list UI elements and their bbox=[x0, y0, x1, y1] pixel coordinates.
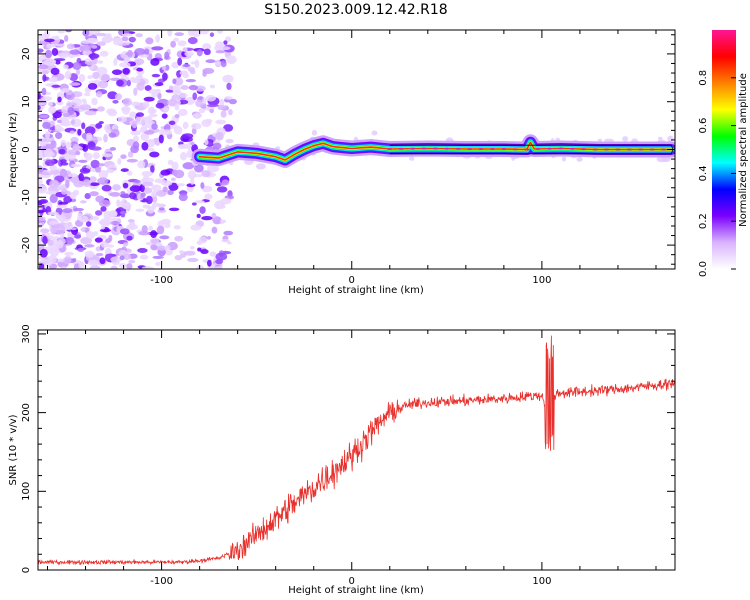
spectrogram-x-tick-label: 0 bbox=[349, 275, 355, 286]
spectrogram-hotspot bbox=[523, 148, 530, 151]
spectrogram-hotspot bbox=[660, 148, 667, 151]
spectrogram-hotspot bbox=[649, 148, 656, 151]
snr-x-tick-label: 0 bbox=[349, 576, 355, 587]
snr-frame bbox=[37, 329, 676, 571]
spectrogram-hotspot bbox=[512, 148, 519, 151]
spectrogram-y-tick-label: 10 bbox=[21, 95, 32, 108]
spectrogram-x-tick-label: 100 bbox=[532, 275, 551, 286]
snr-panel: -100 0 100 0 100 200 300 Height of straight li… bbox=[8, 324, 676, 596]
spectrogram-x-label: Height of straight line (km) bbox=[288, 285, 424, 296]
spectrogram-hotspot bbox=[592, 148, 599, 151]
snr-series-line bbox=[38, 335, 675, 566]
spectrogram-hotspot bbox=[386, 148, 393, 151]
spectrogram-y-tick-label: 20 bbox=[21, 48, 32, 61]
spectrogram-hotspot bbox=[637, 148, 644, 151]
colorbar-label: Normalized spectral amplitude bbox=[738, 73, 749, 227]
spectrogram-hotspot bbox=[398, 147, 405, 150]
colorbar: 0.0 0.2 0.4 0.6 0.8 Normalized spectral ampl… bbox=[698, 30, 749, 277]
colorbar-ticks: 0.0 0.2 0.4 0.6 0.8 bbox=[698, 70, 736, 277]
colorbar-tick-label: 0.0 bbox=[698, 261, 709, 277]
colorbar-tick-label: 0.8 bbox=[698, 70, 709, 86]
spectrogram-hotspot bbox=[580, 148, 587, 151]
snr-axes: -100 0 100 0 100 200 300 bbox=[21, 324, 675, 587]
spectrogram-ridge-layer bbox=[198, 141, 673, 161]
spectrogram-hotspot bbox=[443, 147, 450, 150]
snr-y-label: SNR (10 * v/v) bbox=[8, 414, 19, 485]
spectrogram-hotspot bbox=[535, 147, 542, 150]
spectrogram-y-tick-label: -10 bbox=[21, 189, 32, 205]
spectrogram-hotspot bbox=[421, 147, 428, 150]
snr-y-tick-label: 0 bbox=[21, 567, 32, 573]
spectrogram-hotspot bbox=[626, 148, 633, 151]
figure-title: S150.2023.009.12.42.R18 bbox=[264, 2, 447, 18]
snr-x-tick-label: 100 bbox=[532, 576, 551, 587]
spectrogram-hotspot bbox=[432, 147, 439, 150]
spectrogram-y-tick-label: -20 bbox=[21, 237, 32, 253]
spectrogram-y-label: Frequency (Hz) bbox=[8, 112, 19, 188]
spectrogram-hotspot bbox=[546, 147, 553, 150]
colorbar-tick-label: 0.6 bbox=[698, 118, 709, 134]
spectrogram-area bbox=[38, 30, 675, 269]
spectrogram-x-tick-label: -100 bbox=[150, 275, 173, 286]
spectrogram-hotspot bbox=[466, 148, 473, 151]
snr-y-tick-label: 100 bbox=[21, 482, 32, 501]
snr-y-tick-label: 300 bbox=[21, 324, 32, 343]
spectrogram-y-tick-label: 0 bbox=[21, 146, 32, 152]
colorbar-tick-label: 0.2 bbox=[698, 213, 709, 229]
spectrogram-hotspot bbox=[455, 147, 462, 150]
spectrogram-hotspot bbox=[603, 148, 610, 151]
snr-x-label: Height of straight line (km) bbox=[288, 585, 424, 596]
snr-x-tick-label: -100 bbox=[150, 576, 173, 587]
spectrogram-hotspot bbox=[614, 148, 621, 151]
spectrogram-hotspot bbox=[489, 148, 496, 151]
spectrogram-hotspot bbox=[500, 148, 507, 151]
snr-y-tick-label: 200 bbox=[21, 403, 32, 422]
spectrogram-hotspot bbox=[569, 147, 576, 150]
colorbar-gradient bbox=[712, 30, 736, 269]
spectrogram-hotspot bbox=[478, 148, 485, 151]
spectrogram-hotspot bbox=[557, 147, 564, 150]
spectrogram-hotspot bbox=[409, 147, 416, 150]
colorbar-tick-label: 0.4 bbox=[698, 165, 709, 181]
